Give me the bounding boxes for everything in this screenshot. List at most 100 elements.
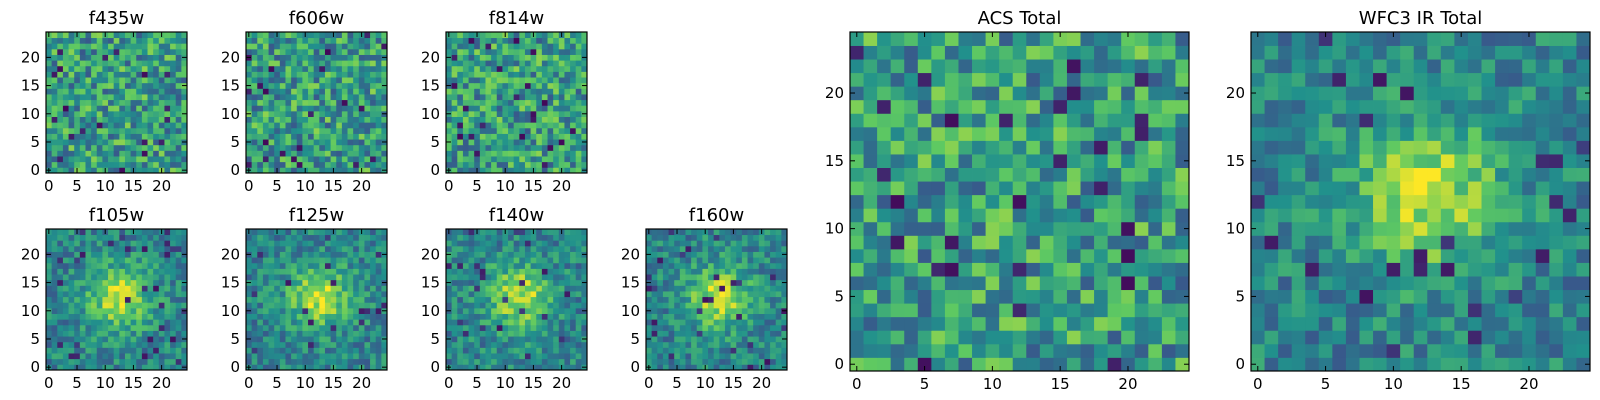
heatmap-cell — [668, 285, 675, 292]
heatmap-cell — [262, 144, 269, 151]
heatmap-cell — [691, 341, 698, 348]
heatmap-cell — [268, 296, 275, 303]
heatmap-cell — [657, 262, 664, 269]
heatmap-cell — [257, 364, 264, 371]
heatmap-cell — [679, 257, 686, 264]
heatmap-cell — [124, 116, 131, 123]
heatmap-cell — [51, 122, 58, 129]
heatmap-cell — [863, 330, 878, 345]
heatmap-cell — [741, 291, 748, 298]
heatmap-cell — [536, 105, 543, 112]
heatmap-cell — [246, 88, 253, 95]
heatmap-cell — [51, 105, 58, 112]
heatmap-cell — [130, 37, 137, 44]
heatmap-cell — [491, 94, 498, 101]
heatmap-cell — [719, 330, 726, 337]
heatmap-cell — [1148, 343, 1163, 358]
heatmap-cell — [1161, 248, 1176, 263]
heatmap-cell — [74, 144, 81, 151]
heatmap-cell — [164, 133, 171, 140]
heatmap-cell — [91, 60, 98, 67]
heatmap-cell — [491, 65, 498, 72]
heatmap-cell — [96, 37, 103, 44]
axes-frame — [45, 31, 188, 174]
heatmap-cell — [1121, 357, 1136, 372]
heatmap-cell — [462, 313, 469, 320]
heatmap-cell — [257, 88, 264, 95]
heatmap-cell — [877, 343, 892, 358]
heatmap-cell — [324, 296, 331, 303]
heatmap-cell — [141, 37, 148, 44]
heatmap-cell — [536, 251, 543, 258]
heatmap-cell — [246, 302, 253, 309]
heatmap-cell — [491, 330, 498, 337]
heatmap-cell — [381, 234, 388, 241]
heatmap-cell — [79, 110, 86, 117]
heatmap-cell — [741, 341, 748, 348]
heatmap-cell — [74, 65, 81, 72]
heatmap-cell — [730, 336, 737, 343]
heatmap-cell — [313, 245, 320, 252]
heatmap-cell — [141, 116, 148, 123]
heatmap-cell — [736, 245, 743, 252]
heatmap-cell — [170, 122, 177, 129]
heatmap-cell — [702, 324, 709, 331]
heatmap-cell — [262, 229, 269, 236]
heatmap-cell — [764, 307, 771, 314]
heatmap-cell — [770, 330, 777, 337]
heatmap-cell — [130, 99, 137, 106]
heatmap-cell — [547, 167, 554, 174]
heatmap-cell — [291, 245, 298, 252]
heatmap-cell — [719, 234, 726, 241]
heatmap-cell — [381, 94, 388, 101]
heatmap-cell — [364, 48, 371, 55]
heatmap-cell — [330, 144, 337, 151]
heatmap-cell — [736, 358, 743, 365]
heatmap-cell — [108, 54, 115, 61]
heatmap-cell — [530, 133, 537, 140]
heatmap-cell — [57, 279, 64, 286]
heatmap-cell — [496, 330, 503, 337]
heatmap-cell — [96, 313, 103, 320]
heatmap-cell — [730, 240, 737, 247]
heatmap-cell — [764, 274, 771, 281]
heatmap-cell — [251, 274, 258, 281]
heatmap-cell — [657, 358, 664, 365]
heatmap-cell — [558, 94, 565, 101]
heatmap-cell — [474, 48, 481, 55]
heatmap-cell — [564, 257, 571, 264]
heatmap-cell — [519, 133, 526, 140]
heatmap-cell — [446, 37, 453, 44]
heatmap-cell — [724, 234, 731, 241]
heatmap-cell — [279, 291, 286, 298]
heatmap-cell — [513, 324, 520, 331]
heatmap-cell — [330, 60, 337, 67]
heatmap-cell — [262, 330, 269, 337]
heatmap-cell — [136, 341, 143, 348]
heatmap-cell — [1175, 248, 1190, 263]
heatmap-cell — [570, 245, 577, 252]
heatmap-cell — [175, 268, 182, 275]
heatmap-cell — [536, 347, 543, 354]
heatmap-cell — [502, 302, 509, 309]
heatmap-cell — [175, 274, 182, 281]
heatmap-cell — [370, 324, 377, 331]
heatmap-cell — [451, 82, 458, 89]
heatmap-cell — [547, 262, 554, 269]
heatmap-cell — [141, 110, 148, 117]
heatmap-cell — [353, 105, 360, 112]
heatmap-cell — [91, 234, 98, 241]
heatmap-cell — [158, 291, 165, 298]
heatmap-cell — [575, 37, 582, 44]
heatmap-cell — [446, 43, 453, 50]
y-tick-label: 10 — [21, 105, 40, 123]
heatmap-cell — [164, 82, 171, 89]
heatmap-cell — [1039, 276, 1054, 291]
heatmap-cell — [508, 161, 515, 168]
heatmap-cell — [736, 341, 743, 348]
heatmap-cell — [730, 296, 737, 303]
heatmap-cell — [347, 307, 354, 314]
heatmap-cell — [581, 353, 588, 360]
heatmap-cell — [1121, 289, 1136, 304]
heatmap-cell — [502, 234, 509, 241]
